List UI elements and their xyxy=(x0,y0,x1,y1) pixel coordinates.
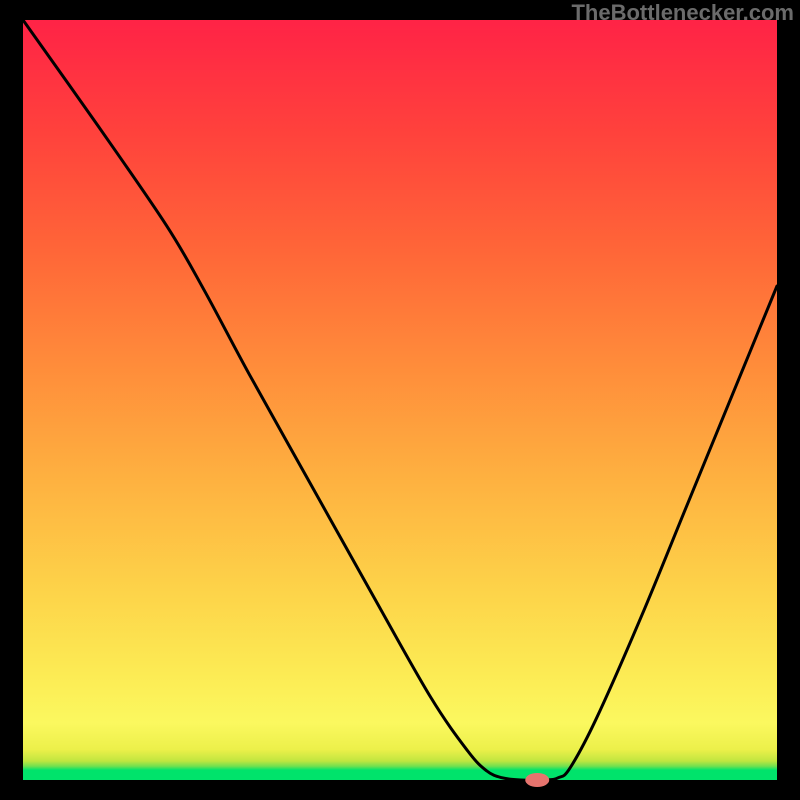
optimal-marker xyxy=(525,773,549,787)
chart-container: TheBottlenecker.com xyxy=(0,0,800,800)
chart-svg xyxy=(0,0,800,800)
plot-area xyxy=(23,20,777,780)
